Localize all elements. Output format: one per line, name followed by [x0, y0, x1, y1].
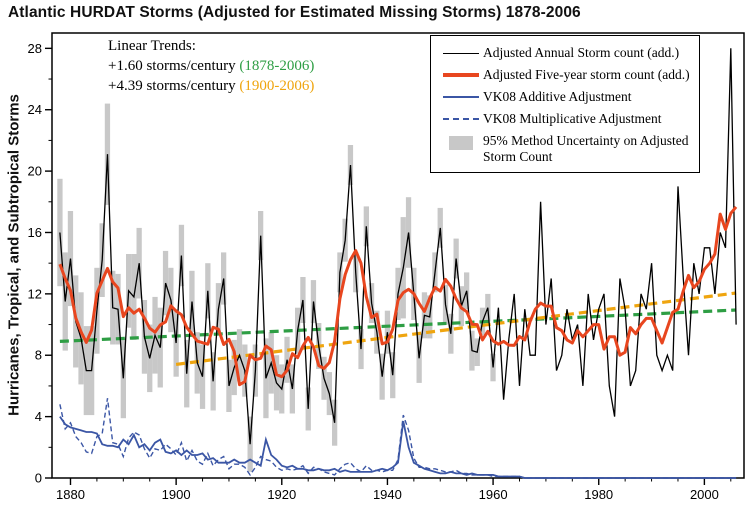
y-tick-label: 16 [28, 225, 42, 240]
legend-item-uncertainty: 95% Method Uncertainty on Adjusted Storm… [439, 133, 691, 165]
trend-line-1878-2006: +1.60 storms/century (1878-2006) [108, 56, 314, 76]
trend-line-1900-2006: +4.39 storms/century (1900-2006) [108, 76, 314, 96]
y-tick-label: 20 [28, 164, 42, 179]
vk08-multiplicative-line [59, 398, 737, 479]
legend-item-vk08-multiplicative: VK08 Multiplicative Adjustment [439, 111, 691, 127]
legend-label-uncertainty: 95% Method Uncertainty on Adjusted Storm… [483, 133, 689, 164]
plot-frame [51, 32, 745, 479]
trend-annotation-header: Linear Trends: [108, 38, 196, 54]
legend: Adjusted Annual Storm count (add.) Adjus… [430, 35, 700, 173]
legend-item-vk08-additive: VK08 Additive Adjustment [439, 89, 691, 105]
vk08-additive-line [59, 416, 737, 479]
y-tick-label: 12 [28, 286, 42, 301]
five-year-line-sample-icon [439, 73, 483, 77]
y-tick-label: 8 [35, 348, 42, 363]
x-tick-label: 1920 [267, 487, 296, 502]
legend-label-five-year: Adjusted Five-year storm count (add.) [483, 67, 690, 82]
chart-title: Atlantic HURDAT Storms (Adjusted for Est… [8, 4, 581, 21]
trend-line [175, 291, 737, 366]
trend-line [59, 308, 737, 343]
legend-label-annual: Adjusted Annual Storm count (add.) [483, 45, 680, 60]
uncertainty-band-bar [210, 352, 216, 411]
x-tick-label: 1960 [479, 487, 508, 502]
x-tick-label: 2000 [690, 487, 719, 502]
legend-item-annual: Adjusted Annual Storm count (add.) [439, 45, 691, 61]
y-tick-label: 24 [28, 102, 42, 117]
legend-label-vk08-multiplicative: VK08 Multiplicative Adjustment [483, 111, 662, 126]
vk08-additive-line-sample-icon [439, 96, 483, 98]
trend1-value: +1.60 storms/century [108, 58, 236, 74]
trend2-value: +4.39 storms/century [108, 78, 236, 94]
x-tick-label: 1900 [162, 487, 191, 502]
x-tick-label: 1940 [373, 487, 402, 502]
trend-annotation: Linear Trends: +1.60 storms/century (187… [108, 36, 314, 96]
y-tick-label: 28 [28, 41, 42, 56]
annual-line-sample-icon [439, 52, 483, 54]
uncertainty-band-bar [358, 329, 364, 370]
trend2-period: (1900-2006) [239, 78, 315, 94]
x-tick-label: 1880 [56, 487, 85, 502]
uncertainty-band-sample-icon [439, 136, 483, 150]
y-tick-label: 0 [35, 471, 42, 486]
x-tick-label: 1980 [584, 487, 613, 502]
legend-item-five-year: Adjusted Five-year storm count (add.) [439, 67, 691, 83]
uncertainty-band-bar [258, 211, 264, 261]
trend1-period: (1878-2006) [239, 58, 315, 74]
annual-series-line [59, 48, 737, 445]
five-year-line [58, 205, 738, 387]
uncertainty-band-bar [347, 145, 354, 185]
legend-label-vk08-additive: VK08 Additive Adjustment [483, 89, 632, 104]
y-tick-label: 4 [35, 409, 42, 424]
uncertainty-band-bar [305, 387, 311, 431]
vk08-multiplicative-line-sample-icon [439, 118, 483, 120]
